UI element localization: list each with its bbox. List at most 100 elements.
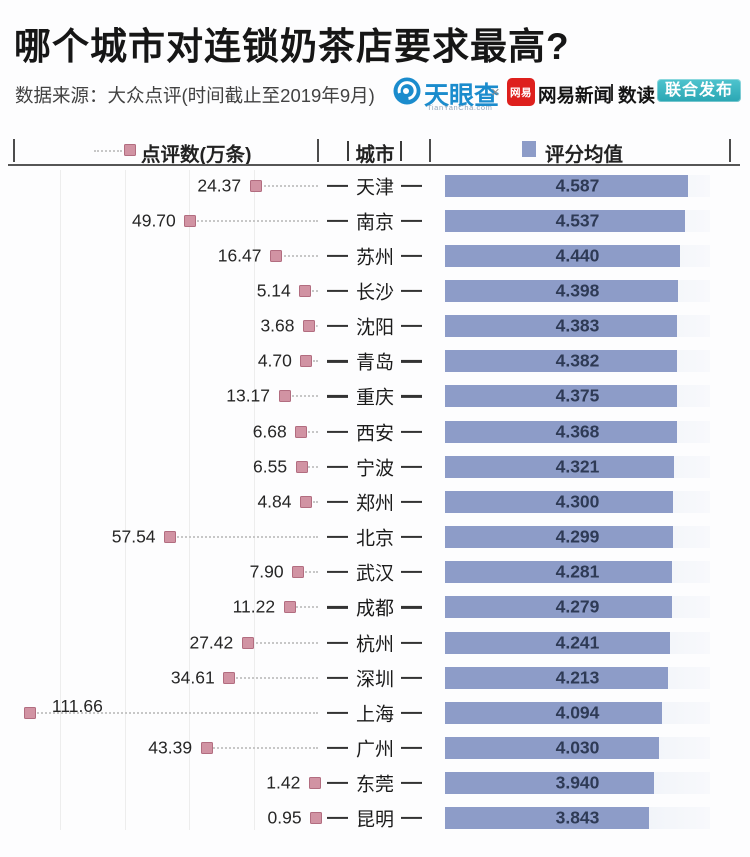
city-label: 成都	[355, 598, 394, 620]
review-count-label: 0.95	[267, 807, 302, 828]
table-row: 3.68 沈阳 4.383	[0, 309, 750, 344]
city-dash-left	[327, 430, 348, 433]
dot-connector	[193, 219, 318, 222]
city-dash-left	[327, 465, 348, 468]
rating-track	[445, 455, 710, 478]
city-dash-right	[401, 184, 422, 187]
legend-tick	[13, 139, 15, 162]
table-row: 7.90 武汉 4.281	[0, 555, 750, 590]
rating-bar-fill	[445, 420, 677, 443]
rating-track	[445, 350, 710, 373]
city-dash-right	[401, 782, 422, 785]
review-dot	[303, 320, 315, 333]
legend-tick	[317, 139, 319, 162]
review-count-label: 4.70	[257, 350, 292, 371]
city-dash-left	[327, 571, 348, 574]
review-gridline	[253, 170, 255, 830]
review-dot	[278, 390, 291, 403]
rating-track	[445, 174, 710, 197]
rating-bar-fill	[445, 807, 649, 830]
city-dash-left	[327, 254, 348, 257]
legend-reviews-label: 点评数(万条)	[141, 144, 252, 166]
cross-separator: ×	[491, 84, 500, 101]
city-dash-left	[327, 641, 348, 644]
review-dot	[223, 671, 236, 684]
rating-value-label: 4.382	[555, 350, 600, 371]
joint-release-badge: 联合发布	[657, 79, 742, 102]
review-dot	[283, 601, 296, 614]
rating-value-label: 4.440	[555, 245, 600, 266]
page-title: 哪个城市对连锁奶茶店要求最高?	[14, 26, 570, 67]
table-row: 24.37 天津 4.587	[0, 168, 750, 203]
legend-reviews-line	[94, 150, 122, 152]
table-row: 11.22 成都 4.279	[0, 590, 750, 625]
table-row: 49.70 南京 4.537	[0, 203, 750, 238]
review-dot	[308, 777, 321, 790]
dot-connector	[210, 746, 318, 749]
review-dot	[300, 495, 312, 508]
review-dot	[184, 214, 197, 227]
review-count-label: 49.70	[131, 210, 176, 231]
rating-value-label: 3.940	[555, 772, 600, 793]
review-dot	[295, 460, 308, 473]
netease-logo-label: 网易	[510, 86, 532, 99]
review-count-label: 57.54	[111, 526, 156, 547]
city-dash-left	[327, 500, 348, 503]
legend-city-pipe	[347, 141, 349, 161]
rating-value-label: 4.321	[555, 456, 600, 477]
review-dot	[241, 636, 254, 649]
legend-reviews-swatch	[124, 144, 136, 156]
city-label: 上海	[355, 704, 394, 726]
logo-separator	[611, 84, 613, 101]
table-row: 16.47 苏州 4.440	[0, 238, 750, 273]
city-dash-left	[327, 817, 348, 820]
rating-value-label: 4.375	[555, 385, 600, 406]
city-label: 苏州	[355, 247, 394, 269]
rating-track	[445, 244, 710, 267]
city-label: 武汉	[355, 563, 394, 585]
city-dash-left	[327, 606, 348, 609]
rating-value-label: 4.299	[555, 526, 600, 547]
rating-track	[445, 315, 710, 338]
review-gridline	[124, 170, 126, 830]
rating-value-label: 4.398	[555, 280, 600, 301]
rating-bar-fill	[445, 455, 674, 478]
city-dash-left	[327, 325, 348, 328]
rating-track	[445, 772, 710, 795]
city-dash-right	[401, 535, 422, 539]
table-row: 27.42 杭州 4.241	[0, 625, 750, 660]
legend-rating-swatch	[522, 141, 536, 157]
rating-value-label: 4.213	[555, 667, 600, 688]
table-row: 6.55 宁波 4.321	[0, 449, 750, 484]
legend-tick	[729, 139, 731, 162]
review-dot	[24, 706, 37, 719]
table-row: 57.54 北京 4.299	[0, 520, 750, 555]
review-count-label: 4.84	[257, 491, 292, 512]
city-dash-right	[401, 430, 422, 433]
review-dot	[295, 425, 308, 438]
table-row: 0.95 昆明 3.843	[0, 801, 750, 836]
rating-bar-fill	[445, 526, 673, 549]
rating-value-label: 3.843	[555, 807, 600, 828]
review-dot	[200, 741, 213, 754]
city-dash-right	[401, 500, 422, 503]
city-label: 南京	[355, 212, 394, 234]
rating-track	[445, 526, 710, 549]
review-dot	[310, 812, 323, 825]
legend-city-label: 城市	[355, 144, 395, 166]
city-dash-right	[401, 817, 422, 820]
city-dash-right	[401, 465, 422, 468]
rating-track	[445, 490, 710, 513]
shudu-label: 数读	[618, 85, 656, 106]
tianyancha-logo-text: 天眼查	[424, 82, 500, 110]
city-label: 郑州	[355, 493, 394, 515]
rating-bar-fill	[445, 561, 672, 584]
dot-connector	[259, 184, 318, 187]
city-label: 杭州	[355, 634, 394, 655]
city-dash-left	[327, 535, 348, 539]
city-dash-left	[327, 360, 348, 363]
table-row: 5.14 长沙 4.398	[0, 273, 750, 308]
tianyancha-domain: TianYanCha.com	[427, 103, 493, 112]
rating-bar-fill	[445, 385, 677, 408]
rating-value-label: 4.094	[555, 702, 600, 723]
